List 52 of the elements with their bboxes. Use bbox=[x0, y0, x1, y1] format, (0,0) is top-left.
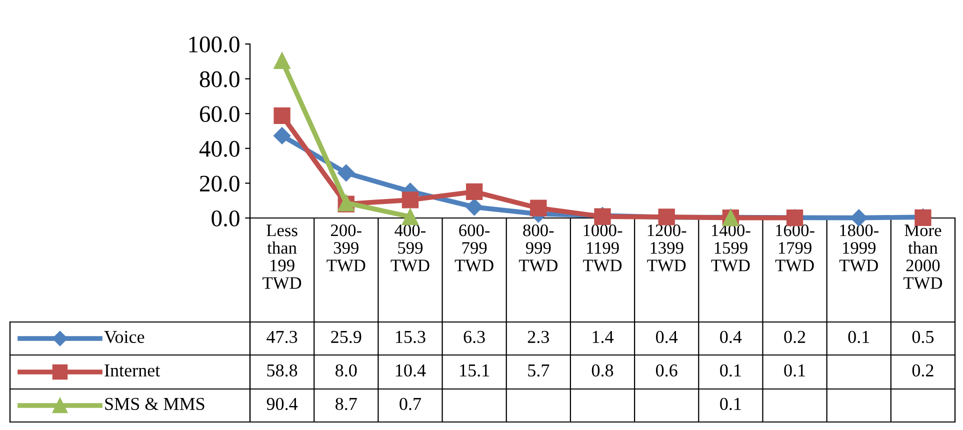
data-label: 2.3 bbox=[528, 330, 549, 344]
data-label: 0.7 bbox=[400, 398, 421, 410]
x-tick-label: 200-399 TWD bbox=[326, 224, 366, 272]
data-label: 0.4 bbox=[720, 330, 742, 344]
point bbox=[530, 200, 547, 216]
data-label: 0.6 bbox=[656, 364, 678, 377]
point bbox=[274, 52, 290, 70]
y-tick-label: 100.0 bbox=[189, 36, 240, 53]
point bbox=[466, 183, 483, 200]
data-label: 10.4 bbox=[396, 364, 426, 377]
data-label: 15.3 bbox=[396, 330, 426, 344]
point bbox=[402, 192, 419, 208]
data-label: 0.2 bbox=[912, 364, 934, 377]
x-tick-label: 400-599 TWD bbox=[390, 224, 430, 272]
data-label: 47.3 bbox=[266, 330, 298, 344]
x-tick-label: 1200-1399 TWD bbox=[647, 224, 686, 272]
x-tick-label: 800-999 TWD bbox=[518, 224, 558, 272]
data-label: 6.3 bbox=[464, 330, 485, 344]
point bbox=[338, 164, 355, 182]
point bbox=[402, 208, 419, 226]
point bbox=[274, 107, 290, 124]
data-label: 90.4 bbox=[266, 398, 298, 410]
x-tick-label: More than 2000 TWD bbox=[904, 224, 942, 289]
data-label: 0.1 bbox=[784, 364, 805, 377]
data-label: 0.2 bbox=[784, 330, 806, 344]
legend-label: Voice bbox=[104, 330, 144, 344]
data-label: 25.9 bbox=[331, 330, 362, 344]
legend-label: Internet bbox=[104, 364, 160, 377]
data-label: 0.1 bbox=[848, 330, 870, 344]
y-tick-label: 60.0 bbox=[200, 106, 240, 122]
y-tick-label: 0.0 bbox=[212, 210, 240, 227]
point bbox=[273, 127, 291, 144]
data-label: 0.5 bbox=[912, 330, 934, 344]
data-label: 8.0 bbox=[336, 364, 357, 377]
y-tick-label: 40.0 bbox=[199, 140, 240, 157]
data-label: 5.7 bbox=[528, 364, 550, 377]
data-label: 0.8 bbox=[592, 364, 614, 377]
data-label: 0.1 bbox=[720, 364, 741, 377]
data-label: 15.1 bbox=[460, 364, 490, 377]
data-label: 1.4 bbox=[592, 330, 614, 344]
legend-label: SMS & MMS bbox=[105, 398, 204, 410]
y-tick-label: 20.0 bbox=[200, 176, 240, 192]
x-tick-label: 1000-1199 TWD bbox=[583, 224, 622, 272]
data-label: 0.1 bbox=[720, 398, 741, 410]
x-tick-label: 600-799 TWD bbox=[454, 224, 494, 272]
data-label: 0.4 bbox=[656, 330, 678, 344]
x-tick-label: 1800-1999 TWD bbox=[839, 224, 878, 272]
point bbox=[466, 198, 483, 216]
data-label: 8.7 bbox=[336, 398, 357, 410]
data-label: 58.8 bbox=[267, 364, 298, 377]
x-tick-label: Less than 199 TWD bbox=[262, 224, 302, 289]
y-tick-label: 80.0 bbox=[200, 71, 240, 88]
